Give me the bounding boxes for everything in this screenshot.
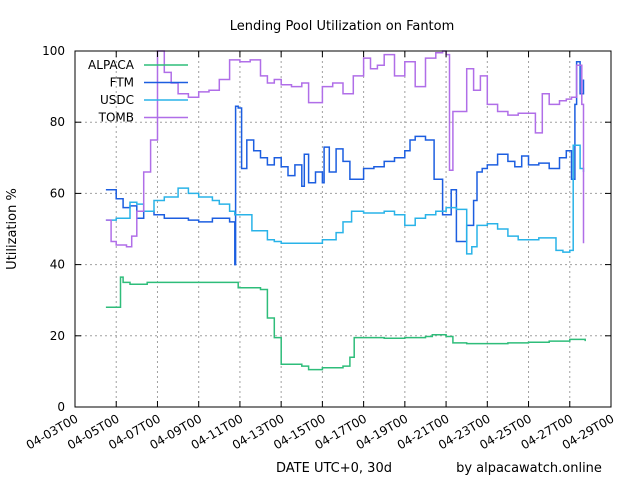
chart-title: Lending Pool Utilization on Fantom [230, 19, 455, 34]
y-tick-label: 40 [50, 258, 65, 272]
x-axis-label: DATE UTC+0, 30d [276, 461, 392, 476]
y-axis-label: Utilization % [5, 188, 20, 270]
series-line-alpaca [105, 276, 586, 371]
legend-label-usdc: USDC [100, 93, 134, 107]
series-line-tomb [105, 50, 585, 248]
y-tick-label: 80 [50, 115, 65, 129]
legend-label-tomb: TOMB [98, 111, 134, 125]
grid [75, 51, 611, 407]
y-tick-label: 20 [50, 329, 65, 343]
legend-label-ftm: FTM [110, 76, 134, 90]
legend-label-alpaca: ALPACA [88, 58, 135, 72]
y-tick-label: 100 [42, 44, 65, 58]
y-tick-label: 0 [57, 400, 65, 414]
plot-frame [74, 50, 612, 408]
y-axis-ticks: 0 20 40 60 80 100 [42, 44, 611, 414]
legend: ALPACA FTM USDC TOMB [88, 58, 188, 125]
series-lines [105, 50, 586, 371]
series-line-usdc [105, 144, 585, 255]
series-line-ftm [105, 60, 585, 266]
y-tick-label: 60 [50, 186, 65, 200]
credit-text: by alpacawatch.online [456, 461, 602, 476]
